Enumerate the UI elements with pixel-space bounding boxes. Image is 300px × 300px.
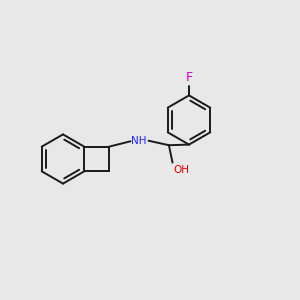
- Text: OH: OH: [173, 165, 189, 175]
- Text: NH: NH: [131, 136, 147, 146]
- Text: F: F: [185, 71, 193, 84]
